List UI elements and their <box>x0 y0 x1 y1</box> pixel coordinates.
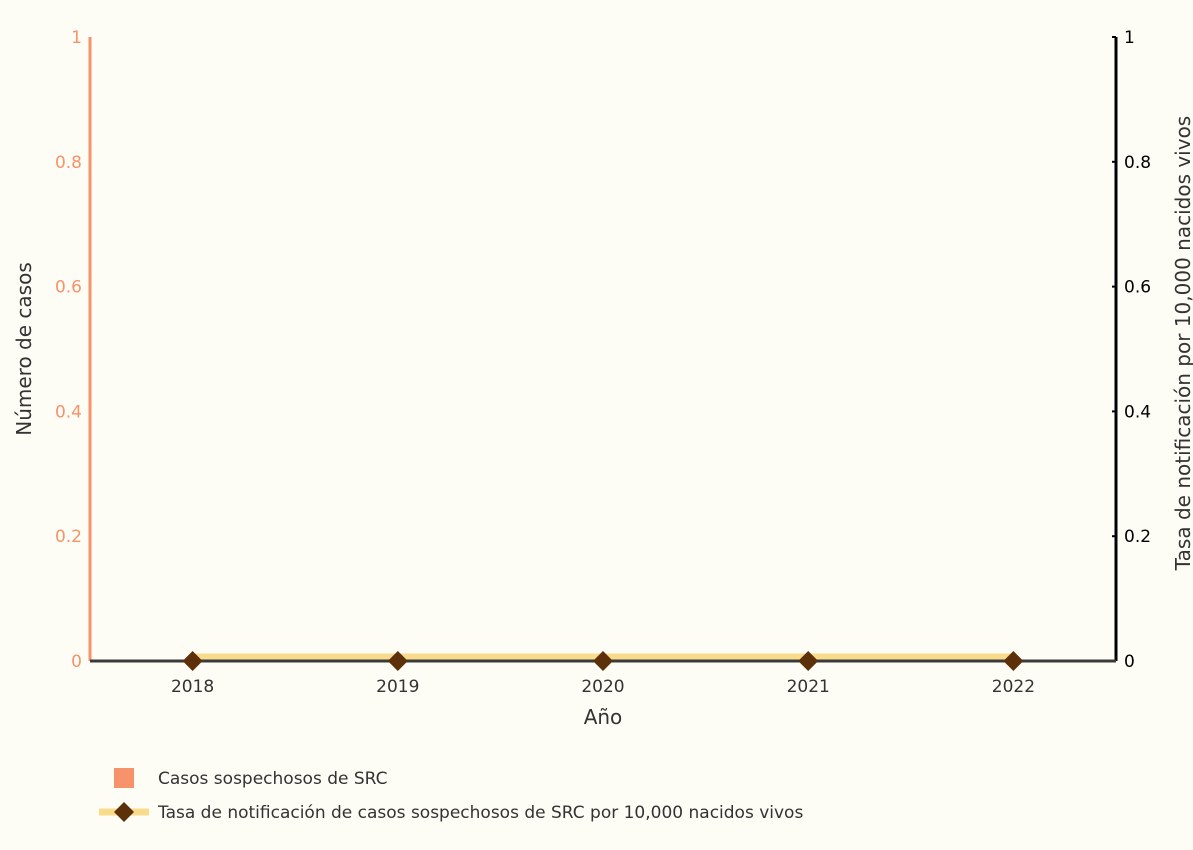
y-right-tick-label: 0.4 <box>1124 402 1151 422</box>
x-tick-label: 2018 <box>171 677 214 697</box>
y-left-tick-label: 0.6 <box>55 278 82 298</box>
rate-marker-2018 <box>182 651 203 671</box>
y-right-tick-label: 0.8 <box>1124 153 1151 173</box>
y-left-tick-label: 0.2 <box>55 527 82 547</box>
legend-item-bars[interactable]: Casos sospechosos de SRC <box>114 768 388 789</box>
x-axis-title: Año <box>584 705 623 729</box>
legend-label-bars: Casos sospechosos de SRC <box>158 769 388 789</box>
y-left-tick-label: 1 <box>71 28 82 48</box>
y-right-tick-label: 0.6 <box>1124 278 1151 298</box>
rate-marker-2021 <box>798 651 819 671</box>
plot-area: 0 0.2 0.4 0.6 0.8 1 0 0.2 0.4 0.6 0.8 1 2018 2019 2020… <box>55 28 1151 697</box>
legend-label-line: Tasa de notificación de casos sospechoso… <box>157 803 803 823</box>
x-tick-label: 2020 <box>581 677 624 697</box>
rate-marker-2019 <box>387 651 408 671</box>
y-left-tick-label: 0.8 <box>55 153 82 173</box>
y-left-tick-label: 0 <box>71 652 82 672</box>
y-right-tick-label: 1 <box>1124 28 1135 48</box>
y-right-tick-label: 0.2 <box>1124 527 1151 547</box>
y-left-tick-label: 0.4 <box>55 402 82 422</box>
legend-item-line[interactable]: Tasa de notificación de casos sospechoso… <box>99 802 803 823</box>
x-tick-label: 2019 <box>376 677 419 697</box>
y-axis-right-title: Tasa de notificación por 10,000 nacidos … <box>1171 116 1193 571</box>
legend-swatch-bar <box>114 768 134 788</box>
x-tick-label: 2021 <box>787 677 830 697</box>
rate-marker-2020 <box>593 651 613 671</box>
rate-marker-2022 <box>1003 651 1024 671</box>
legend-swatch-marker-diamond <box>114 802 134 822</box>
y-axis-left-title: Número de casos <box>12 262 36 436</box>
legend: Casos sospechosos de SRC Tasa de notific… <box>99 768 803 823</box>
x-tick-label: 2022 <box>992 677 1035 697</box>
y-right-tick-label: 0 <box>1124 652 1135 672</box>
